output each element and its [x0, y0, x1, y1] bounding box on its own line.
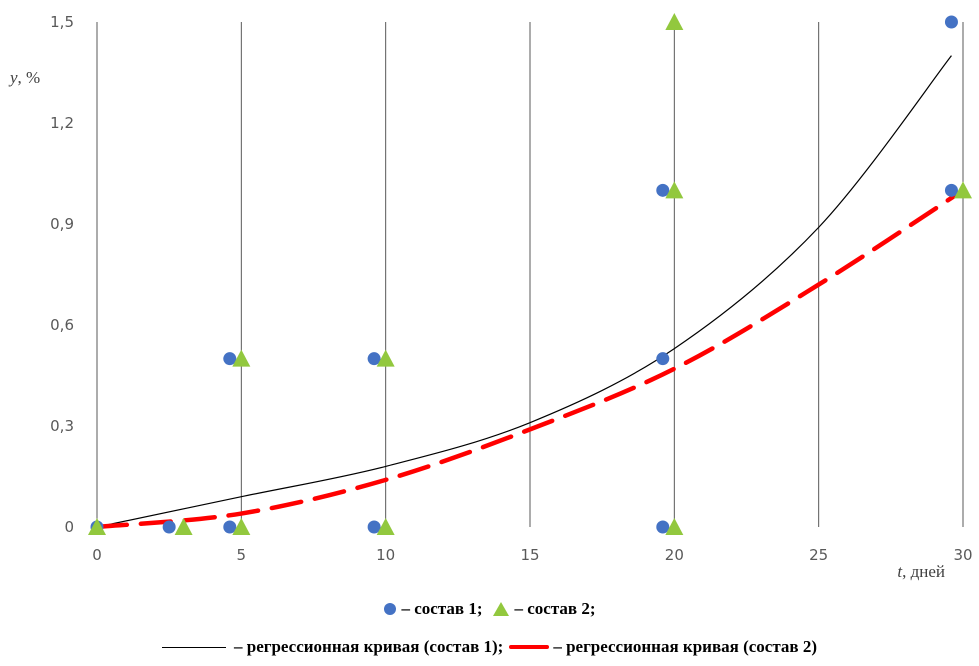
data-point-circle — [367, 352, 381, 366]
x-axis-label: t, дней — [897, 562, 945, 581]
y-tick-labels: 0 0,3 0,6 0,9 1,2 1,5 — [50, 13, 74, 536]
y-tick-label: 1,5 — [50, 13, 74, 31]
x-tick-label: 25 — [809, 546, 828, 564]
regression-curve — [94, 188, 966, 530]
y-tick-label: 0 — [64, 518, 74, 536]
legend-series-1: – состав 1; — [401, 599, 483, 619]
data-point-triangle — [232, 518, 251, 535]
legend-series-2: – состав 2; — [514, 599, 596, 619]
data-point-triangle — [376, 349, 395, 367]
legend-markers: – состав 1; – состав 2; — [0, 598, 979, 619]
legend-curve-1: – регрессионная кривая (состав 1); — [233, 637, 504, 657]
legend-triangle-icon — [492, 602, 509, 617]
y-tick-label: 1,2 — [50, 114, 74, 132]
data-point-triangle — [376, 518, 395, 535]
x-tick-label: 15 — [520, 546, 539, 564]
legend-curve-2: – регрессионная кривая (состав 2) — [553, 637, 818, 657]
chart-grid — [96, 22, 964, 527]
data-point-circle — [944, 15, 958, 29]
data-point-circle — [223, 520, 237, 534]
data-point-circle — [944, 183, 958, 197]
x-tick-labels: 0 5 10 15 20 25 30 — [92, 546, 972, 564]
x-tick-label: 0 — [92, 546, 102, 564]
regression-curve — [96, 55, 952, 528]
y-tick-label: 0,3 — [50, 417, 74, 435]
axis-labels: y, % t, дней — [8, 68, 945, 581]
data-point-triangle — [174, 518, 193, 535]
data-point-circle — [656, 352, 670, 366]
x-tick-label: 10 — [376, 546, 395, 564]
regression-curves — [94, 55, 966, 530]
legend-curves: – регрессионная кривая (состав 1); – регр… — [0, 636, 979, 657]
legend-circle-icon — [383, 603, 396, 616]
legend-dashed-line-icon — [509, 645, 550, 650]
data-point-circle — [656, 520, 670, 534]
chart: 0 5 10 15 20 25 30 0 0,3 0,6 0,9 1,2 1,5 y, % t, дне… — [8, 13, 973, 581]
data-point-triangle — [665, 181, 684, 199]
x-tick-label: 20 — [665, 546, 684, 564]
data-point-circle — [223, 352, 237, 366]
y-tick-label: 0,9 — [50, 215, 74, 233]
data-point-triangle — [232, 349, 251, 367]
data-point-triangle — [88, 518, 106, 535]
data-point-triangle — [954, 181, 972, 199]
data-point-triangle — [665, 518, 684, 535]
data-point-triangle — [665, 13, 684, 30]
data-points — [88, 13, 972, 535]
data-point-circle — [162, 520, 176, 534]
y-tick-label: 0,6 — [50, 316, 74, 334]
legend-thin-line-icon — [161, 646, 226, 648]
x-tick-label: 30 — [953, 546, 972, 564]
data-point-circle — [367, 520, 381, 534]
x-tick-label: 5 — [237, 546, 247, 564]
data-point-circle — [656, 183, 670, 197]
y-axis-label: y, % — [8, 68, 40, 87]
